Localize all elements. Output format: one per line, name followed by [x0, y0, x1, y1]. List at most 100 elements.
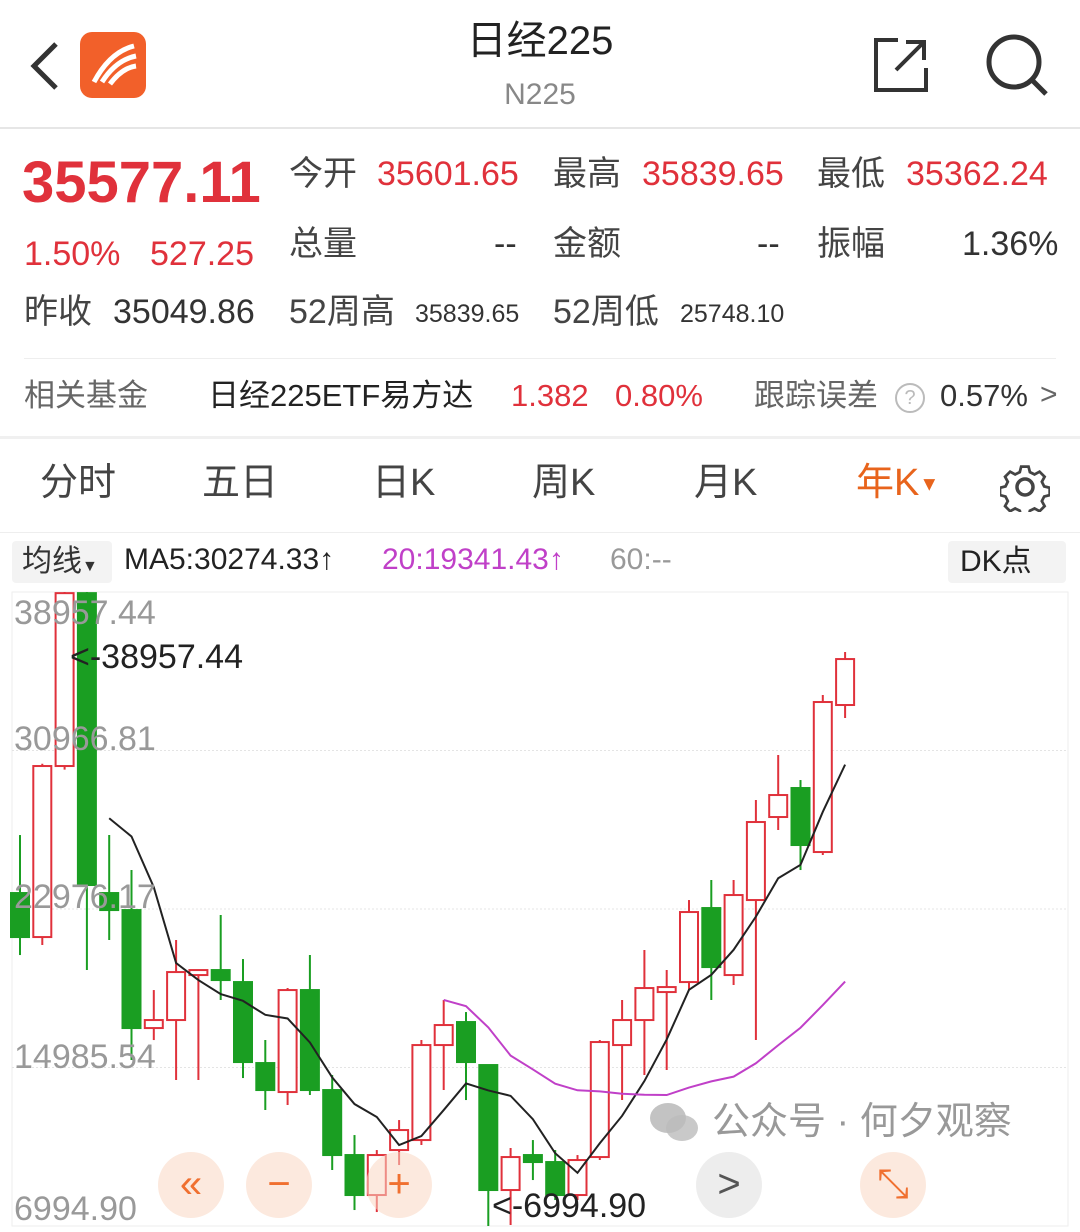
candle-down [299, 989, 320, 1092]
amount-label: 金额 [553, 225, 621, 263]
candle-down [210, 969, 231, 982]
page-title: 日经225 [466, 19, 614, 63]
low-label: 最低 [817, 155, 885, 193]
candle-down [478, 1064, 499, 1192]
tab-yearly-k[interactable]: 年K▼ [856, 462, 939, 506]
candle-up [835, 658, 856, 707]
tab-intraday[interactable]: 分时 [40, 462, 117, 504]
watermark: 公众号 · 何夕观察 [712, 1101, 1012, 1143]
share-icon[interactable] [872, 36, 930, 99]
prev-close-value: 35049.86 [113, 293, 255, 331]
candle-down [790, 787, 811, 847]
candle-down [10, 892, 30, 939]
prev-close-label: 昨收 [24, 293, 92, 331]
amplitude-label: 振幅 [817, 225, 885, 263]
candle-down [99, 892, 120, 912]
candle-up [612, 1019, 633, 1047]
chevron-right-icon: > [1040, 378, 1058, 411]
y-tick-0: 38957.44 [14, 594, 156, 632]
search-icon[interactable] [984, 32, 1050, 103]
gear-icon[interactable] [998, 462, 1052, 518]
min-marker-label: <-6994.90 [492, 1187, 647, 1225]
section-divider [0, 436, 1080, 439]
candle-up [812, 701, 833, 854]
amplitude-value: 1.36% [962, 225, 1059, 263]
candle-down [121, 909, 142, 1030]
candle-down [76, 592, 97, 887]
ma5-value: MA5:30274.33↑ [124, 543, 335, 576]
candle-down [322, 1089, 343, 1157]
candle-up [500, 1156, 521, 1192]
candle-up [768, 794, 789, 819]
high-value: 35839.65 [642, 155, 784, 193]
candle-up [656, 986, 677, 994]
tabs-divider [0, 532, 1080, 533]
back-chevron-icon[interactable] [26, 38, 62, 99]
fund-name: 日经225ETF易方达 [208, 378, 474, 413]
dropdown-icon: ▼ [919, 473, 940, 496]
tracking-label: 跟踪误差 [754, 378, 878, 413]
candle-down [522, 1154, 543, 1164]
tab-monthly-k[interactable]: 月K [694, 462, 758, 504]
52w-low-label: 52周低 [553, 293, 659, 331]
y-tick-3: 14985.54 [14, 1038, 156, 1076]
zoom-in-button[interactable]: + [366, 1152, 432, 1218]
scroll-left-button[interactable]: « [158, 1152, 224, 1218]
candle-up [389, 1129, 410, 1152]
fund-price: 1.382 [511, 378, 589, 413]
dk-label: DK点 [960, 545, 1032, 578]
wechat-icon [648, 1100, 700, 1144]
header-divider [0, 127, 1080, 129]
dropdown-icon: ▼ [82, 558, 98, 575]
dk-point-button[interactable]: DK点 [948, 541, 1066, 583]
ma-selector[interactable]: 均线▼ [12, 541, 112, 583]
candle-up [166, 971, 187, 1022]
open-label: 今开 [289, 155, 357, 193]
candle-up [679, 911, 699, 984]
high-label: 最高 [553, 155, 621, 193]
candle-up [433, 1024, 454, 1047]
tab-yearly-k-label: 年K [856, 462, 920, 504]
candle-up [54, 592, 75, 768]
candle-up [589, 1041, 610, 1159]
open-value: 35601.65 [377, 155, 519, 193]
app-logo [80, 32, 146, 98]
divider [24, 358, 1056, 359]
last-price: 35577.11 [22, 150, 261, 215]
y-tick-4: 6994.90 [14, 1190, 137, 1228]
ma5-line [108, 764, 847, 1175]
candle-up [745, 821, 766, 902]
candle-down [255, 1062, 276, 1092]
candle-up [277, 989, 298, 1094]
change-pct: 1.50% [24, 235, 121, 273]
candle-down [701, 907, 722, 969]
52w-high-label: 52周高 [289, 293, 395, 331]
ma20-line [443, 980, 846, 1097]
stock-code: N225 [504, 78, 576, 111]
scroll-right-button[interactable]: > [696, 1152, 762, 1218]
low-value: 35362.24 [906, 155, 1048, 193]
fund-label: 相关基金 [24, 378, 148, 413]
candle-up [143, 1019, 164, 1030]
y-tick-2: 22976.17 [14, 878, 156, 916]
fund-pct: 0.80% [615, 378, 703, 413]
candle-down [456, 1021, 476, 1064]
52w-low-value: 25748.10 [680, 300, 785, 328]
fullscreen-button[interactable]: ⤡ [860, 1152, 926, 1218]
ma-selector-label: 均线 [22, 545, 82, 578]
volume-label: 总量 [289, 225, 357, 263]
zoom-out-button[interactable]: − [246, 1152, 312, 1218]
max-marker-label: <-38957.44 [70, 638, 243, 676]
help-icon[interactable]: ? [895, 383, 925, 413]
candle-down [233, 981, 253, 1064]
amount-value: -- [757, 225, 780, 263]
tab-daily-k[interactable]: 日K [372, 462, 436, 504]
tab-five-day[interactable]: 五日 [202, 462, 279, 504]
ma60-value: 60:-- [610, 543, 672, 576]
candle-down [545, 1161, 566, 1197]
tracking-value: 0.57% [940, 378, 1028, 413]
tab-weekly-k[interactable]: 周K [532, 462, 596, 504]
ma20-value: 20:19341.43↑ [382, 543, 564, 576]
candle-down [344, 1154, 365, 1197]
